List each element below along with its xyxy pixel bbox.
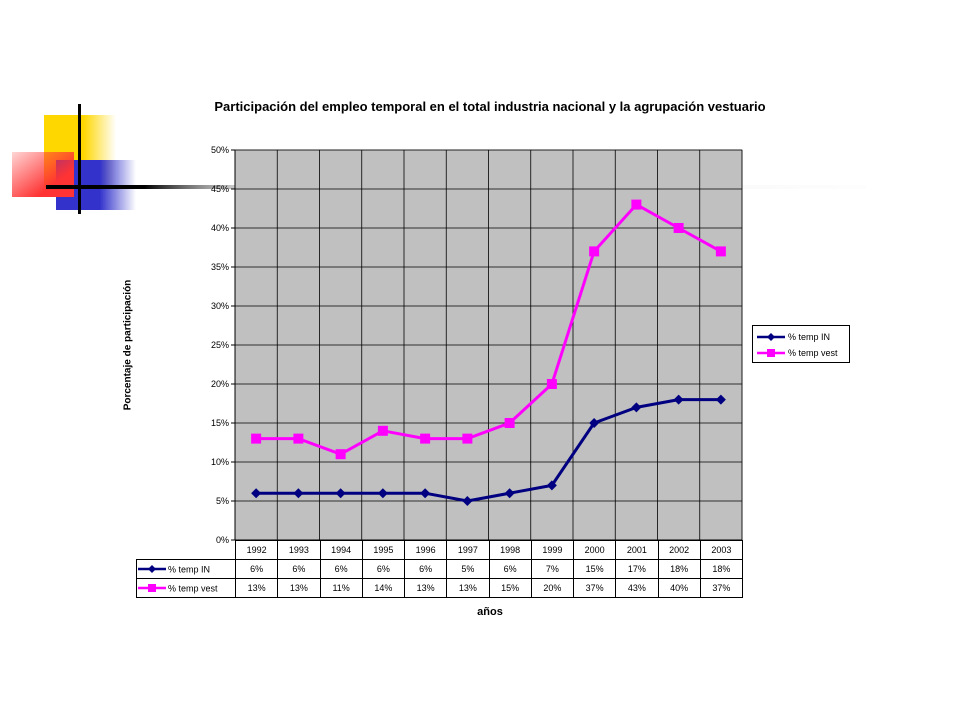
y-tick-label: 40% [211,223,229,233]
table-year-cell: 1996 [403,540,448,560]
chart-title: Participación del empleo temporal en el … [214,99,766,114]
table-value-cell: 5% [446,559,490,579]
table-year-cell: 1992 [234,540,279,560]
table-value-cell: 6% [277,559,321,579]
table-value-cell: 11% [319,578,363,598]
table-value-cell: 37% [572,578,617,598]
table-value-cell: 17% [615,559,659,579]
x-axis-title: años [477,606,503,618]
deco-red-square [12,152,74,197]
data-point-0 [335,488,346,499]
data-point-0 [420,488,431,499]
y-tick-label: 5% [216,496,229,506]
data-point-1 [673,223,684,233]
table-header-row: 1992 1993 1994 1995 1996 1997 1998 1999 2000 2001… [137,540,744,560]
table-year-cell: 2001 [615,540,659,560]
y-tick-label: 25% [211,340,229,350]
y-tick-label: 45% [211,184,229,194]
table-year-cell: 2002 [657,540,701,560]
table-value-cell: 13% [446,578,490,598]
y-tick-label: 20% [211,379,229,389]
data-point-0 [504,488,515,499]
table-value-cell: 7% [530,559,575,579]
data-point-0 [715,394,726,405]
legend-item-temp-vest: % temp vest [757,346,838,360]
y-tick-label: 50% [211,145,229,155]
table-year-cell: 1994 [319,540,363,560]
table-value-cell: 18% [699,559,744,579]
data-point-0 [631,402,642,413]
y-tick-label: 15% [211,418,229,428]
y-tick-label: 35% [211,262,229,272]
table-value-cell: 6% [488,559,532,579]
table-value-cell: 40% [657,578,701,598]
table-year-cell: 2000 [572,540,617,560]
table-corner [137,541,236,560]
data-point-0 [546,480,557,491]
table-value-cell: 18% [657,559,701,579]
table-value-cell: 14% [361,578,406,598]
table-row-label-temp-in: % temp IN [136,559,236,579]
data-point-1 [420,433,431,444]
data-point-0 [462,496,473,506]
table-value-cell: 20% [530,578,575,598]
legend-label-temp-vest: % temp vest [788,348,838,358]
legend-item-temp-in: % temp IN [757,330,830,344]
data-point-0 [377,488,388,499]
deco-vertical-line [78,104,81,214]
data-point-0 [293,488,304,499]
data-point-1 [589,246,600,257]
series-line-1 [256,203,722,456]
data-point-1 [293,433,304,444]
table-value-cell: 6% [403,559,448,579]
table-value-cell: 13% [403,578,448,598]
table-year-cell: 1999 [530,540,575,560]
table-value-cell: 43% [615,578,659,598]
data-point-1 [462,433,473,444]
table-value-cell: 13% [234,578,279,598]
data-point-1 [377,425,388,436]
table-symbol-temp-vest [138,584,166,593]
table-value-cell: 6% [319,559,363,579]
y-tick-label: 30% [211,301,229,311]
data-table: 1992 1993 1994 1995 1996 1997 1998 1999 2000 2001… [136,540,744,598]
table-value-cell: 15% [488,578,532,598]
table-year-cell: 1993 [277,540,321,560]
data-point-1 [251,433,262,444]
data-point-0 [251,488,262,499]
table-value-cell: 6% [234,559,279,579]
table-value-cell: 13% [277,578,321,598]
legend: % temp IN % temp vest [752,325,850,363]
data-point-1 [335,449,346,460]
table-year-cell: 1998 [488,540,532,560]
data-point-0 [589,418,600,428]
data-point-1 [715,246,726,257]
legend-symbol-temp-in [757,333,785,341]
table-row-label-temp-vest: % temp vest [136,578,236,598]
table-row-temp-vest: % temp vest 13% 13% 11% 14% 13% 13% 15% 20% 37% 4… [136,578,744,598]
data-point-1 [546,379,557,389]
legend-symbol-temp-vest [757,349,785,357]
table-symbol-temp-in [138,565,166,574]
table-row-temp-in: % temp IN 6% 6% 6% 6% 6% 5% 6% 7% 15% 17% 18% 18% [136,559,744,579]
data-point-1 [631,199,642,210]
table-value-cell: 15% [572,559,617,579]
table-value-cell: 37% [699,578,744,598]
table-year-cell: 1995 [361,540,406,560]
table-value-cell: 6% [361,559,406,579]
series-line-0 [256,398,721,503]
table-year-cell: 2003 [699,540,744,560]
data-point-0 [673,394,684,405]
y-tick-label: 10% [211,457,229,467]
table-year-cell: 1997 [446,540,490,560]
data-point-1 [504,418,515,428]
y-tick-label: 0% [216,535,229,545]
legend-label-temp-in: % temp IN [788,332,831,342]
